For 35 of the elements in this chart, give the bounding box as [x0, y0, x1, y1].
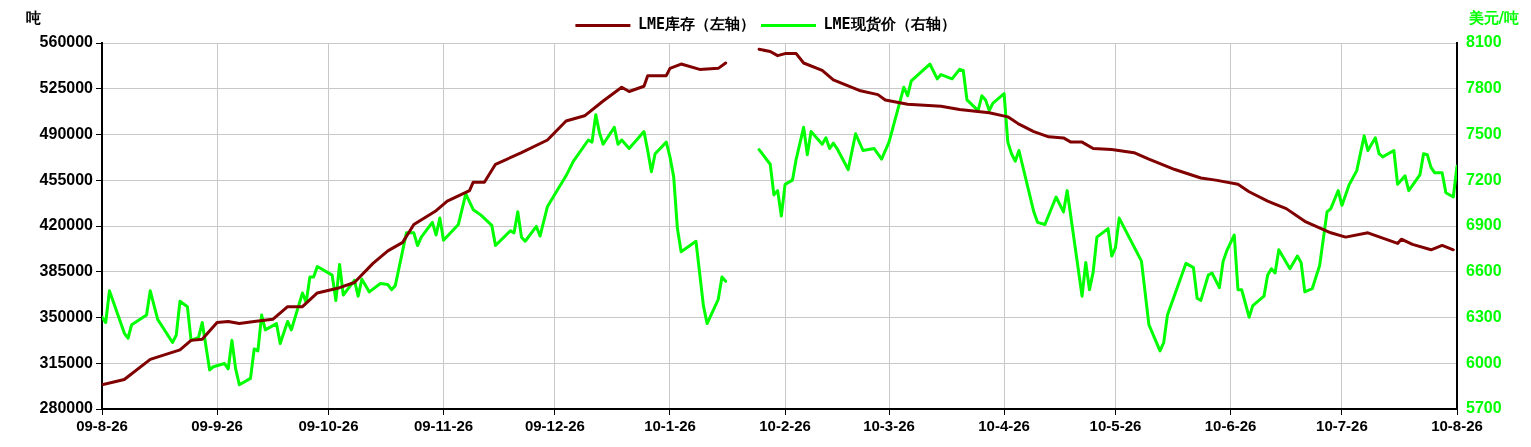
y2-tick-label: 7500	[1466, 124, 1502, 142]
y2-tick-label: 6600	[1466, 262, 1502, 280]
y2-tick-label: 7200	[1466, 170, 1502, 188]
y2-tick-label: 6300	[1466, 307, 1502, 325]
y-tick-label: 490000	[39, 124, 94, 142]
y-tick-label: 525000	[39, 79, 94, 97]
y2-axis-title: 美元/吨	[1467, 9, 1519, 28]
x-tick-label: 09-11-26	[413, 417, 474, 435]
y2-tick-label: 5700	[1466, 399, 1502, 417]
y-tick-label: 560000	[39, 33, 94, 51]
y2-tick-label: 7800	[1466, 79, 1502, 97]
y-tick-label: 455000	[39, 170, 94, 188]
x-tick-label: 10-1-26	[644, 417, 696, 435]
x-tick-label: 10-7-26	[1316, 417, 1368, 435]
y-tick-label: 420000	[39, 216, 94, 234]
y-tick-label: 315000	[39, 353, 94, 371]
y2-tick-label: 6000	[1466, 353, 1502, 371]
y-tick-label: 385000	[39, 262, 94, 280]
legend-label: LME现货价（右轴）	[823, 15, 956, 34]
x-tick-label: 09-12-26	[524, 417, 585, 435]
x-tick-label: 10-3-26	[863, 417, 915, 435]
x-tick-label: 10-8-26	[1431, 417, 1483, 435]
x-tick-label: 09-9-26	[191, 417, 243, 435]
y2-tick-label: 6900	[1466, 216, 1502, 234]
x-tick-label: 09-10-26	[298, 417, 359, 435]
y-tick-label: 350000	[39, 307, 94, 325]
y-tick-label: 280000	[39, 399, 94, 417]
legend-label: LME库存（左轴）	[637, 15, 755, 34]
x-tick-label: 10-6-26	[1204, 417, 1257, 435]
x-tick-label: 10-5-26	[1089, 417, 1142, 435]
x-tick-label: 10-2-26	[759, 417, 811, 435]
x-tick-label: 09-8-26	[76, 417, 128, 435]
y-axis-title: 吨	[26, 9, 41, 28]
y2-tick-label: 8100	[1466, 33, 1502, 51]
x-tick-label: 10-4-26	[978, 417, 1030, 435]
